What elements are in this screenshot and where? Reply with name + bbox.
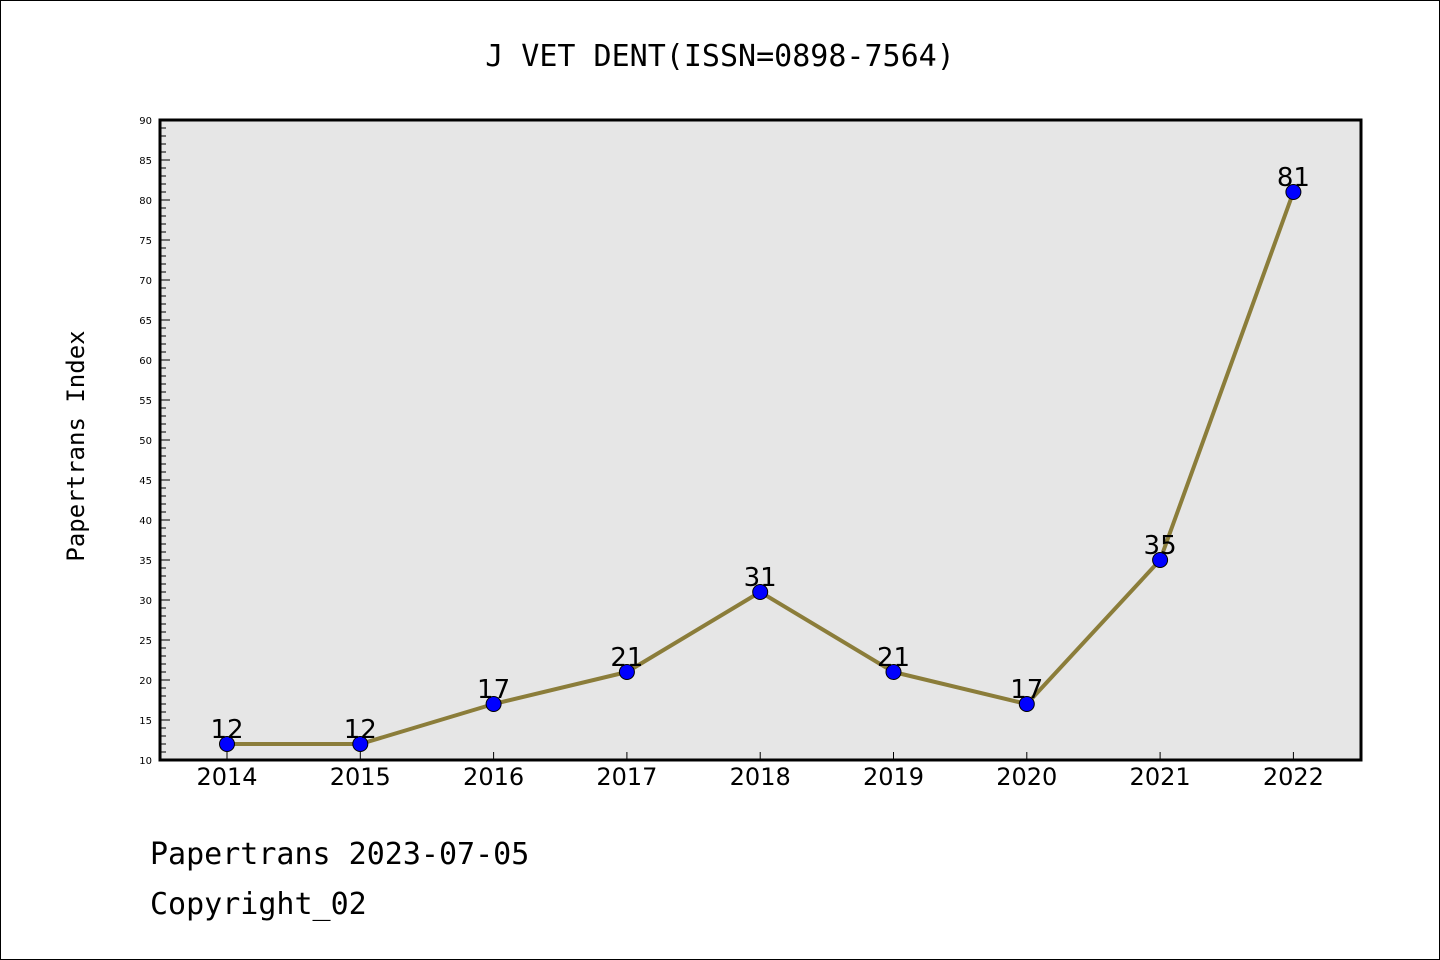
data-point	[885, 664, 902, 680]
data-label: 35	[1144, 531, 1177, 561]
data-label: 17	[1010, 675, 1043, 705]
footer-copyright: Copyright_02	[150, 887, 367, 922]
data-point	[352, 736, 369, 752]
y-axis-label: Papertrans Index	[62, 330, 90, 561]
data-label: 21	[877, 643, 910, 673]
x-tick-label: 2014	[196, 763, 257, 791]
x-tick-label: 2018	[730, 763, 791, 791]
x-tick-label: 2022	[1263, 763, 1324, 791]
y-tick-label: 60	[139, 356, 152, 367]
plot-area	[160, 120, 1361, 760]
x-tick-label: 2017	[596, 763, 657, 791]
data-label: 17	[477, 675, 510, 705]
y-tick-label: 75	[139, 236, 152, 247]
data-point	[485, 696, 502, 712]
y-tick-label: 45	[139, 476, 152, 487]
y-tick-label: 20	[139, 676, 152, 687]
data-label: 21	[610, 643, 643, 673]
y-tick-label: 55	[139, 396, 152, 407]
y-tick-label: 50	[139, 436, 152, 447]
data-point	[618, 664, 635, 680]
x-tick-label: 2021	[1130, 763, 1191, 791]
y-tick-label: 80	[139, 196, 152, 207]
x-tick-label: 2019	[863, 763, 924, 791]
y-tick-label: 35	[139, 556, 152, 567]
data-point	[752, 584, 769, 600]
y-tick-label: 70	[139, 276, 152, 287]
y-tick-label: 90	[139, 116, 152, 127]
y-tick-label: 15	[139, 716, 152, 727]
y-tick-label: 85	[139, 156, 152, 167]
chart-title: J VET DENT(ISSN=0898-7564)	[485, 39, 955, 74]
data-point	[1285, 184, 1302, 200]
y-tick-label: 30	[139, 596, 152, 607]
data-label: 81	[1277, 163, 1310, 193]
x-tick-label: 2015	[330, 763, 391, 791]
x-axis: 2014 2015 2016 2017 2018 2019 2020 2021 2022	[196, 752, 1324, 791]
data-label: 12	[210, 715, 243, 745]
data-labels: 12 12 17 21 31 21 17 35 81	[210, 163, 1309, 745]
data-point	[1018, 696, 1035, 712]
data-label: 12	[344, 715, 377, 745]
y-tick-label: 10	[139, 756, 152, 767]
y-tick-label: 40	[139, 516, 152, 527]
x-tick-label: 2016	[463, 763, 524, 791]
x-tick-label: 2020	[996, 763, 1057, 791]
footer-date: Papertrans 2023-07-05	[150, 837, 529, 872]
data-point	[1152, 552, 1169, 568]
data-label: 31	[744, 563, 777, 593]
data-points	[219, 184, 1302, 752]
y-tick-label: 65	[139, 316, 152, 327]
data-point	[219, 736, 235, 752]
y-tick-label: 25	[139, 636, 152, 647]
plot-frame	[158, 118, 1363, 762]
